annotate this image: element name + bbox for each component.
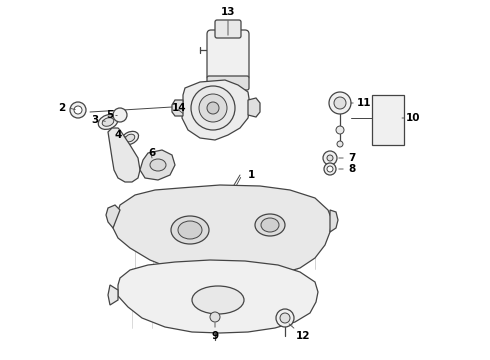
Polygon shape [108,285,118,305]
Polygon shape [113,185,332,277]
Text: 1: 1 [248,170,255,180]
Ellipse shape [192,286,244,314]
Ellipse shape [171,216,209,244]
Ellipse shape [255,214,285,236]
Ellipse shape [102,118,114,126]
Circle shape [323,151,337,165]
Polygon shape [182,80,250,140]
FancyBboxPatch shape [207,30,249,80]
Circle shape [276,309,294,327]
Text: 8: 8 [348,164,355,174]
Text: 4: 4 [114,130,122,140]
Circle shape [280,313,290,323]
Circle shape [70,102,86,118]
Polygon shape [106,205,120,228]
Bar [372,95,404,145]
Circle shape [210,312,220,322]
Text: 5: 5 [106,110,114,120]
Polygon shape [248,98,260,117]
Ellipse shape [261,218,279,232]
FancyBboxPatch shape [215,20,241,38]
Polygon shape [172,100,183,116]
Polygon shape [330,210,338,232]
Ellipse shape [150,159,166,171]
Polygon shape [140,150,175,180]
Circle shape [327,166,333,172]
Text: 6: 6 [148,148,155,158]
Circle shape [327,155,333,161]
FancyBboxPatch shape [207,76,249,90]
Circle shape [199,94,227,122]
Circle shape [191,86,235,130]
Text: 7: 7 [348,153,355,163]
Text: 13: 13 [221,7,235,17]
Circle shape [334,97,346,109]
Text: 10: 10 [406,113,420,123]
Circle shape [207,102,219,114]
Ellipse shape [98,114,118,129]
Circle shape [324,163,336,175]
Text: 9: 9 [212,331,219,341]
Circle shape [337,141,343,147]
Circle shape [329,92,351,114]
Ellipse shape [178,221,202,239]
Polygon shape [108,128,140,182]
Text: 11: 11 [357,98,371,108]
Circle shape [336,126,344,134]
Ellipse shape [125,134,135,142]
Text: 2: 2 [58,103,66,113]
Text: 12: 12 [296,331,311,341]
Ellipse shape [122,131,139,145]
Text: 14: 14 [172,103,187,113]
Polygon shape [118,260,318,333]
Circle shape [74,106,82,114]
Text: 3: 3 [91,115,98,125]
Circle shape [113,108,127,122]
